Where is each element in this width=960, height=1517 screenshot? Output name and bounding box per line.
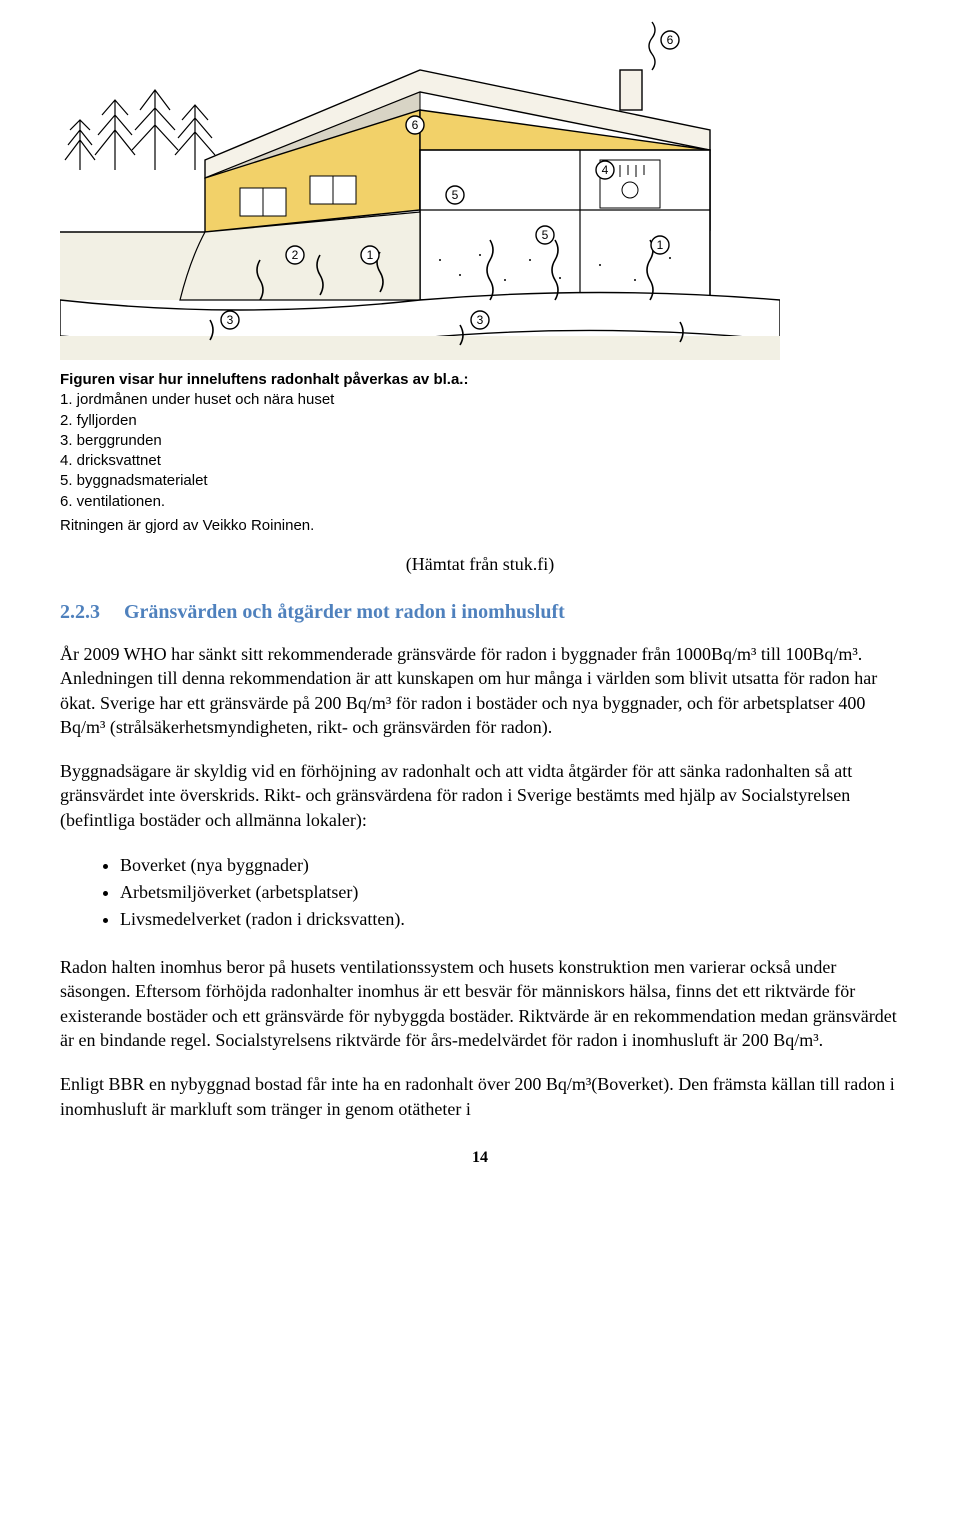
marker-2: 2 xyxy=(286,246,304,264)
caption-item: 3. berggrunden xyxy=(60,431,900,451)
svg-text:5: 5 xyxy=(542,228,549,242)
caption-item: 4. dricksvattnet xyxy=(60,451,900,471)
svg-text:6: 6 xyxy=(412,118,419,132)
paragraph-1: År 2009 WHO har sänkt sitt rekommenderad… xyxy=(60,642,900,739)
list-item: Arbetsmiljöverket (arbetsplatser) xyxy=(120,879,900,906)
caption-credit: Ritningen är gjord av Veikko Roininen. xyxy=(60,516,900,536)
figure-svg: 6 6 4 5 5 2 1 xyxy=(60,0,780,360)
svg-text:1: 1 xyxy=(367,248,374,262)
paragraph-4: Enligt BBR en nybyggnad bostad får inte … xyxy=(60,1072,900,1121)
section-number: 2.2.3 xyxy=(60,601,100,623)
paragraph-3: Radon halten inomhus beror på husets ven… xyxy=(60,955,900,1052)
radon-house-figure: 6 6 4 5 5 2 1 xyxy=(60,0,780,360)
caption-item: 5. byggnadsmaterialet xyxy=(60,471,900,491)
marker-5: 5 xyxy=(446,186,464,204)
caption-lead: Figuren visar hur inneluftens radonhalt … xyxy=(60,370,900,390)
svg-text:2: 2 xyxy=(292,248,299,262)
svg-text:6: 6 xyxy=(667,33,674,47)
authority-list: Boverket (nya byggnader) Arbetsmiljöverk… xyxy=(60,852,900,933)
marker-6: 6 xyxy=(661,31,679,49)
svg-text:1: 1 xyxy=(657,238,664,252)
svg-text:4: 4 xyxy=(602,163,609,177)
marker-1b: 1 xyxy=(651,236,669,254)
marker-4: 4 xyxy=(596,161,614,179)
source-line: (Hämtat från stuk.fi) xyxy=(60,554,900,575)
caption-item: 1. jordmånen under huset och nära huset xyxy=(60,390,900,410)
list-item: Livsmedelverket (radon i dricksvatten). xyxy=(120,906,900,933)
paragraph-2: Byggnadsägare är skyldig vid en förhöjni… xyxy=(60,759,900,832)
svg-text:5: 5 xyxy=(452,188,459,202)
section-title: Gränsvärden och åtgärder mot radon i ino… xyxy=(124,601,565,623)
page-number: 14 xyxy=(60,1149,900,1167)
section-heading: 2.2.3 Gränsvärden och åtgärder mot radon … xyxy=(60,601,900,624)
figure-caption: Figuren visar hur inneluftens radonhalt … xyxy=(60,370,900,536)
list-item: Boverket (nya byggnader) xyxy=(120,852,900,879)
marker-3b: 3 xyxy=(471,311,489,329)
caption-item: 6. ventilationen. xyxy=(60,492,900,512)
marker-6b: 6 xyxy=(406,116,424,134)
marker-5b: 5 xyxy=(536,226,554,244)
marker-3: 3 xyxy=(221,311,239,329)
caption-item: 2. fylljorden xyxy=(60,411,900,431)
svg-text:3: 3 xyxy=(227,313,234,327)
marker-1: 1 xyxy=(361,246,379,264)
svg-text:3: 3 xyxy=(477,313,484,327)
